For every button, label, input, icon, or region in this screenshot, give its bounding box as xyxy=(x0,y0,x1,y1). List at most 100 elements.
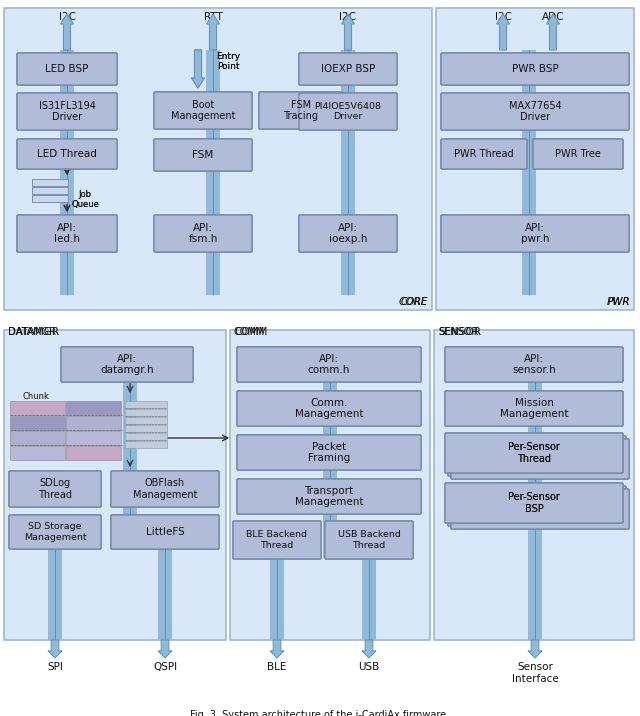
Bar xyxy=(32,179,68,186)
Bar xyxy=(32,195,68,202)
FancyBboxPatch shape xyxy=(259,92,343,129)
Text: QSPI: QSPI xyxy=(153,662,177,672)
Text: DATAMGR: DATAMGR xyxy=(8,327,56,337)
FancyBboxPatch shape xyxy=(451,489,629,529)
Text: LED BSP: LED BSP xyxy=(45,64,89,74)
Text: API:
datamgr.h: API: datamgr.h xyxy=(100,354,154,375)
FancyBboxPatch shape xyxy=(299,215,397,252)
FancyBboxPatch shape xyxy=(259,92,343,129)
FancyArrow shape xyxy=(528,640,542,658)
Text: PI4IOE5V6408
Driver: PI4IOE5V6408 Driver xyxy=(314,102,381,121)
Text: LED Thread: LED Thread xyxy=(37,149,97,159)
Bar xyxy=(125,401,167,408)
Bar xyxy=(125,425,167,432)
Text: Comm.
Management: Comm. Management xyxy=(295,397,364,420)
Text: PWR: PWR xyxy=(608,297,630,307)
Text: API:
pwr.h: API: pwr.h xyxy=(521,223,549,244)
Text: I2C: I2C xyxy=(339,12,356,22)
FancyArrow shape xyxy=(48,640,62,658)
FancyBboxPatch shape xyxy=(237,435,421,470)
Text: API:
pwr.h: API: pwr.h xyxy=(521,223,549,244)
FancyBboxPatch shape xyxy=(441,139,527,169)
Text: LED BSP: LED BSP xyxy=(45,64,89,74)
Text: Per-Sensor
Thread: Per-Sensor Thread xyxy=(508,442,560,464)
FancyBboxPatch shape xyxy=(445,347,623,382)
Text: API:
led.h: API: led.h xyxy=(54,223,80,244)
Text: IS31FL3194
Driver: IS31FL3194 Driver xyxy=(38,101,95,122)
FancyBboxPatch shape xyxy=(237,347,421,382)
Text: LED Thread: LED Thread xyxy=(37,149,97,159)
Bar xyxy=(32,179,68,186)
Text: PWR Tree: PWR Tree xyxy=(555,149,601,159)
FancyArrow shape xyxy=(497,14,509,50)
FancyBboxPatch shape xyxy=(154,92,252,129)
Text: API:
datamgr.h: API: datamgr.h xyxy=(100,354,154,375)
Text: Mission
Management: Mission Management xyxy=(500,397,568,420)
Bar xyxy=(436,8,634,310)
FancyBboxPatch shape xyxy=(299,93,397,130)
Text: BLE Backend
Thread: BLE Backend Thread xyxy=(246,531,307,550)
FancyBboxPatch shape xyxy=(448,436,626,476)
FancyBboxPatch shape xyxy=(17,215,117,252)
Text: API:
comm.h: API: comm.h xyxy=(308,354,350,375)
FancyBboxPatch shape xyxy=(9,471,101,507)
FancyBboxPatch shape xyxy=(233,521,321,559)
FancyBboxPatch shape xyxy=(445,433,623,473)
FancyBboxPatch shape xyxy=(154,215,252,252)
FancyBboxPatch shape xyxy=(441,215,629,252)
Text: DATAMGR: DATAMGR xyxy=(8,327,59,337)
FancyArrow shape xyxy=(362,640,376,658)
FancyBboxPatch shape xyxy=(448,486,626,526)
Text: Per-Sensor
Thread: Per-Sensor Thread xyxy=(508,442,560,464)
Text: RTT: RTT xyxy=(204,12,222,22)
Text: FSM
Tracing: FSM Tracing xyxy=(284,100,319,121)
FancyBboxPatch shape xyxy=(154,139,252,171)
Text: API:
sensor.h: API: sensor.h xyxy=(512,354,556,375)
Text: API:
comm.h: API: comm.h xyxy=(308,354,350,375)
FancyBboxPatch shape xyxy=(299,215,397,252)
Text: API:
fsm.h: API: fsm.h xyxy=(188,223,218,244)
Text: API:
ioexp.h: API: ioexp.h xyxy=(329,223,367,244)
Text: COMM: COMM xyxy=(234,327,266,337)
FancyBboxPatch shape xyxy=(9,515,101,549)
Text: MAX77654
Driver: MAX77654 Driver xyxy=(509,101,561,122)
Text: SDLog
Thread: SDLog Thread xyxy=(38,478,72,500)
FancyBboxPatch shape xyxy=(533,139,623,169)
Text: USB Backend
Thread: USB Backend Thread xyxy=(337,531,401,550)
Text: SENSOR: SENSOR xyxy=(438,327,478,337)
Text: API:
fsm.h: API: fsm.h xyxy=(188,223,218,244)
Text: SPI: SPI xyxy=(47,662,63,672)
Bar xyxy=(32,195,68,202)
Text: PI4IOE5V6408
Driver: PI4IOE5V6408 Driver xyxy=(314,102,381,121)
Text: COMM: COMM xyxy=(234,327,268,337)
FancyBboxPatch shape xyxy=(299,53,397,85)
FancyBboxPatch shape xyxy=(233,521,321,559)
Text: Job
Queue: Job Queue xyxy=(71,190,99,209)
Text: FSM
Tracing: FSM Tracing xyxy=(284,100,319,121)
Text: OBFlash
Management: OBFlash Management xyxy=(132,478,197,500)
Bar xyxy=(230,330,430,640)
Text: FSM: FSM xyxy=(193,150,214,160)
Text: Mission
Management: Mission Management xyxy=(500,397,568,420)
Text: SD Storage
Management: SD Storage Management xyxy=(24,522,86,542)
Text: PWR Thread: PWR Thread xyxy=(454,149,514,159)
Bar xyxy=(125,441,167,448)
Text: API:
led.h: API: led.h xyxy=(54,223,80,244)
FancyBboxPatch shape xyxy=(533,139,623,169)
FancyBboxPatch shape xyxy=(111,515,219,549)
Text: BLE: BLE xyxy=(268,662,287,672)
FancyArrow shape xyxy=(61,14,74,50)
FancyBboxPatch shape xyxy=(451,439,629,479)
Text: PWR: PWR xyxy=(606,297,630,307)
Text: LittleFS: LittleFS xyxy=(146,527,184,537)
FancyBboxPatch shape xyxy=(445,433,623,473)
Text: PWR BSP: PWR BSP xyxy=(511,64,558,74)
Text: IOEXP BSP: IOEXP BSP xyxy=(321,64,375,74)
FancyBboxPatch shape xyxy=(237,435,421,470)
Text: USB: USB xyxy=(358,662,380,672)
Text: Per-Sensor
BSP: Per-Sensor BSP xyxy=(508,492,560,514)
FancyBboxPatch shape xyxy=(448,486,626,526)
FancyBboxPatch shape xyxy=(441,93,629,130)
FancyBboxPatch shape xyxy=(441,93,629,130)
Bar xyxy=(32,187,68,194)
